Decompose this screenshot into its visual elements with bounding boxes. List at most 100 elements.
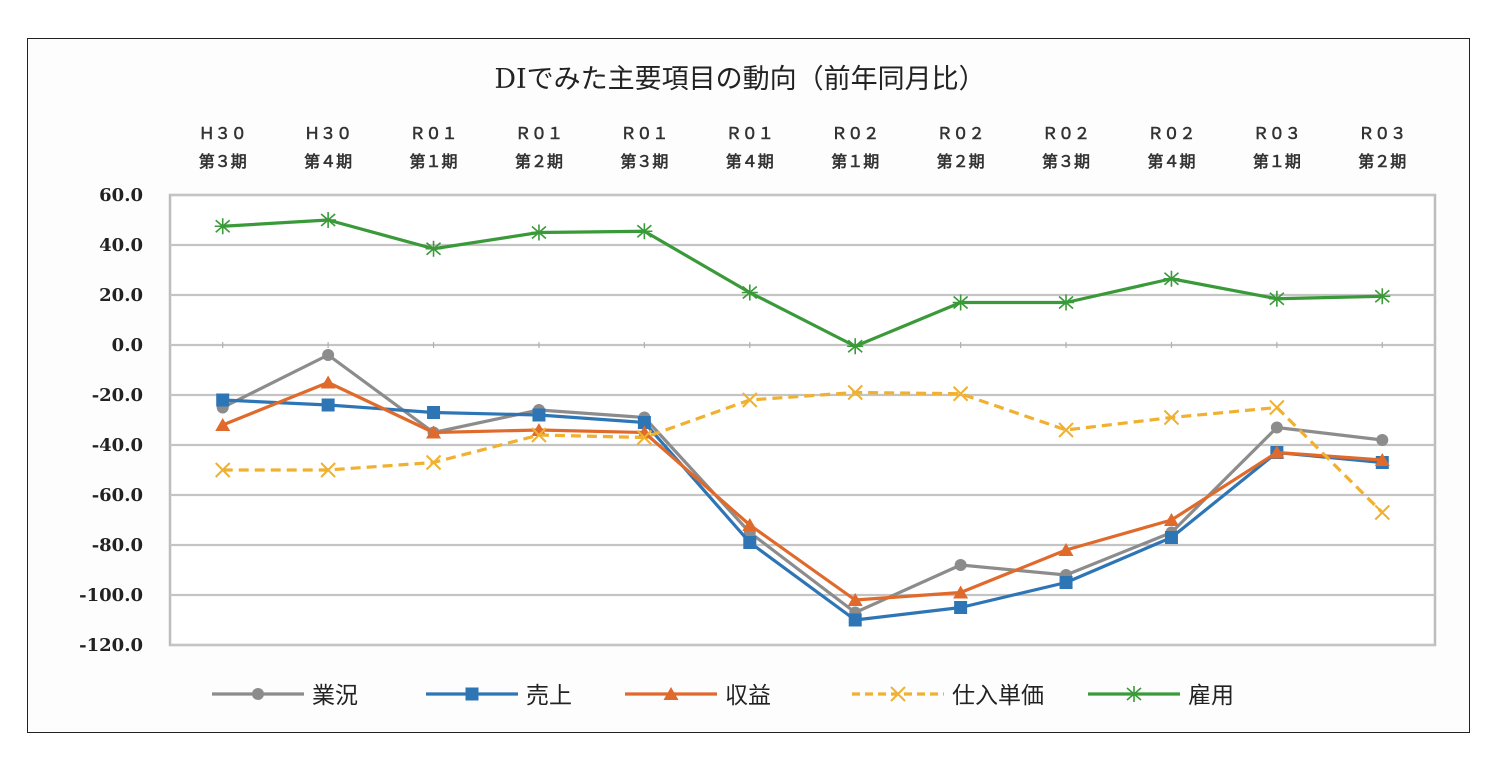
data-point [954,601,968,614]
plot-area [168,193,1437,647]
data-point [320,375,336,389]
legend-marker [890,686,906,702]
category-label-period: Ｈ３０ [304,124,352,143]
category-label-period: Ｒ０１ [726,124,774,143]
category-label-period: Ｒ０２ [1042,124,1090,143]
data-point [531,427,547,443]
legend-label: 収益 [725,683,771,709]
data-point [952,386,969,402]
series-4 [214,212,1391,355]
series-line [222,380,1383,602]
legend-marker [252,688,264,700]
data-point [1058,422,1074,438]
y-tick-label: -120.0 [79,635,143,656]
y-tick-label: -20.0 [92,385,143,406]
category-label-quarter: 第１期 [1253,152,1301,171]
series-line [222,218,1383,348]
data-point [322,349,335,361]
category-label-quarter: 第３期 [1042,152,1090,171]
y-tick-label: -60.0 [92,485,143,506]
data-point [1270,421,1283,434]
data-point [214,218,231,235]
series-lines [214,212,1391,627]
category-label-period: Ｒ０１ [515,124,563,143]
y-tick-label: 20.0 [99,285,143,306]
legend-marker [663,687,679,700]
data-point [953,585,969,599]
data-point [215,418,231,431]
data-point [320,462,336,478]
y-tick-label: 0.0 [112,335,143,356]
data-point [1374,504,1390,521]
data-point [636,429,653,446]
legend-label: 売上 [526,683,572,709]
data-point [742,392,758,408]
data-point [1376,434,1389,446]
legend-label: 業況 [312,683,358,709]
data-point [1268,290,1285,307]
data-point [636,223,653,240]
legend-item: 業況 [212,683,358,709]
data-point [847,593,863,606]
data-point [320,212,337,228]
data-point [1269,399,1285,416]
y-tick-label: -40.0 [92,435,143,456]
data-point [1374,288,1391,305]
category-label-period: Ｈ３０ [199,124,247,143]
data-point [425,454,442,471]
legend-item: 売上 [426,683,572,709]
category-label-quarter: 第３期 [620,152,668,171]
data-point [1163,270,1180,287]
category-label-period: Ｒ０３ [1253,124,1301,143]
category-label-period: Ｒ０１ [620,124,668,143]
category-label-quarter: 第４期 [304,152,352,171]
series-3 [215,384,1390,521]
data-point [954,559,967,571]
legend-item: 仕入単価 [852,683,1044,709]
category-label-quarter: 第２期 [515,152,563,171]
series-line [221,353,1383,615]
data-point [1058,294,1075,311]
plot-border [168,193,1437,647]
data-point [425,240,442,257]
legend-marker [465,687,479,701]
series-2 [215,375,1390,606]
data-point [1163,409,1180,426]
data-point [1163,513,1179,526]
legend-item: 収益 [625,683,771,709]
category-label-quarter: 第２期 [1358,152,1406,171]
data-point [1059,576,1073,589]
data-point [1164,531,1178,544]
data-point [847,338,864,355]
y-axis-tick-labels: 60.0 40.0 20.0 0.0 -20.0 -40.0 -60.0 -80.0 -100.… [79,185,143,656]
data-point [847,384,863,401]
data-point [637,416,651,429]
category-label-quarter: 第４期 [1147,152,1195,171]
y-tick-label: 60.0 [99,185,143,206]
data-point [321,398,335,412]
data-point [427,406,441,419]
category-labels: Ｈ３０ 第３期 Ｈ３０ 第４期 Ｒ０１ 第１期 Ｒ０１ 第２期 Ｒ０１ 第３期 Ｒ０１ 第４期 Ｒ０２ 第… [199,124,1407,171]
data-point [531,423,547,436]
category-label-quarter: 第４期 [726,152,774,171]
data-point [215,462,231,478]
legend: 業況 売上 収益 仕入単価 雇用 [212,683,1234,709]
category-label-period: Ｒ０２ [937,124,985,143]
data-point [216,393,230,407]
legend-item: 雇用 [1088,683,1234,709]
data-point [743,536,757,549]
data-point [848,613,862,627]
category-label-quarter: 第２期 [937,152,985,171]
legend-label: 仕入単価 [952,683,1044,709]
data-point [1058,543,1074,556]
category-label-period: Ｒ０１ [410,124,458,143]
series-line [222,398,1383,622]
data-point [530,224,547,241]
category-label-period: Ｒ０２ [831,124,879,143]
legend-label: 雇用 [1188,683,1234,709]
category-label-period: Ｒ０２ [1147,124,1195,143]
category-label-quarter: 第１期 [410,152,458,171]
category-label-quarter: 第３期 [199,152,247,171]
data-point [952,294,969,311]
category-label-period: Ｒ０３ [1358,124,1406,143]
